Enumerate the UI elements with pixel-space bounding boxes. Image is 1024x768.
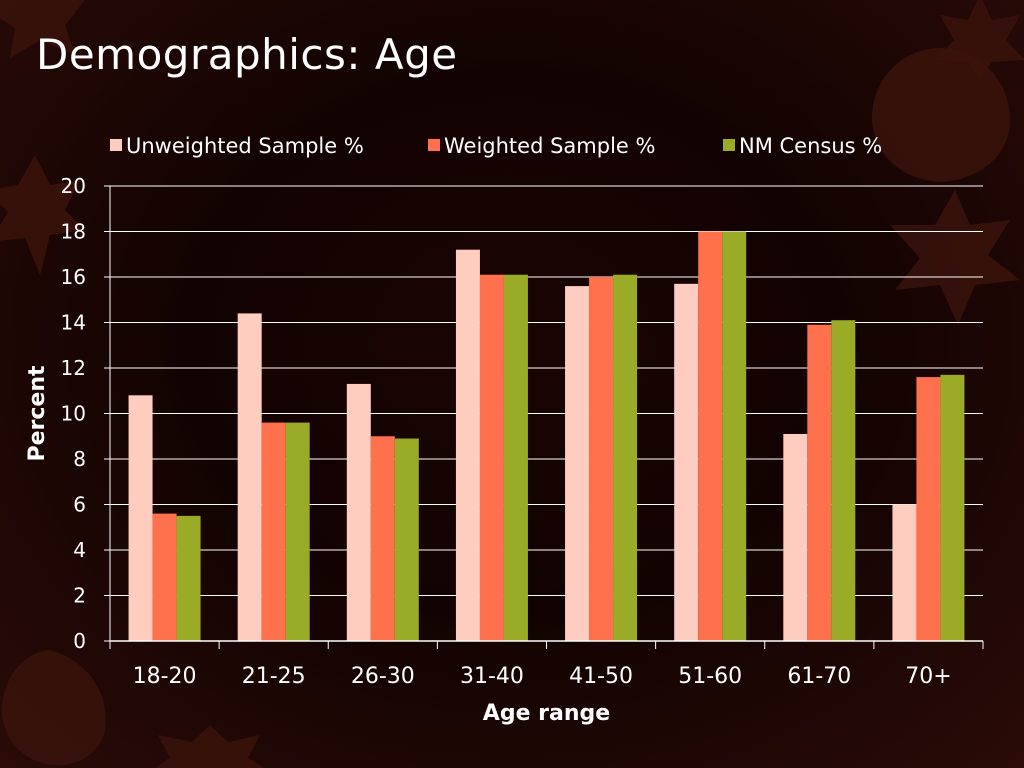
bar-weighted-sample--70plus <box>916 377 941 641</box>
bar-nm-census--21-25 <box>285 422 310 641</box>
bar-unweighted-sample--41-50 <box>565 286 590 641</box>
bar-nm-census--18-20 <box>176 515 201 641</box>
y-axis-title: Percent <box>25 365 50 462</box>
bar-unweighted-sample--61-70 <box>783 433 808 641</box>
legend-label: Unweighted Sample % <box>126 134 364 158</box>
legend-label: Weighted Sample % <box>444 134 655 158</box>
bar-nm-census--31-40 <box>503 274 528 641</box>
y-tick-label: 8 <box>73 447 86 471</box>
x-tick-label: 21-25 <box>242 664 306 689</box>
x-axis-title: Age range <box>483 701 610 726</box>
bar-unweighted-sample--70plus <box>892 504 917 641</box>
bar-weighted-sample--31-40 <box>479 274 504 641</box>
x-tick-label: 51-60 <box>678 664 742 689</box>
bar-weighted-sample--41-50 <box>589 277 614 641</box>
bar-unweighted-sample--26-30 <box>346 383 371 641</box>
y-tick-label: 18 <box>61 220 86 244</box>
x-tick-label: 18-20 <box>133 664 197 689</box>
bar-unweighted-sample--51-60 <box>674 283 699 641</box>
legend-swatch-nm-census- <box>723 139 735 151</box>
bar-weighted-sample--26-30 <box>370 436 395 641</box>
leaf-decoration-icon <box>0 155 85 275</box>
leaf-decoration-icon <box>0 0 85 58</box>
y-tick-label: 2 <box>73 584 86 608</box>
y-tick-label: 10 <box>61 402 86 426</box>
bar-nm-census--26-30 <box>394 438 419 641</box>
x-tick-label: 61-70 <box>787 664 851 689</box>
x-tick-label: 70+ <box>905 664 951 689</box>
bar-nm-census--70plus <box>940 374 965 641</box>
y-tick-label: 16 <box>61 265 86 289</box>
bar-unweighted-sample--18-20 <box>128 395 153 641</box>
leaf-decoration-icon <box>935 0 1024 78</box>
bar-weighted-sample--21-25 <box>261 422 286 641</box>
x-tick-label: 26-30 <box>351 664 415 689</box>
legend-swatch-weighted-sample- <box>428 139 440 151</box>
y-tick-label: 6 <box>73 493 86 517</box>
leaf-decoration-icon <box>890 190 1020 325</box>
bar-unweighted-sample--31-40 <box>455 249 480 641</box>
leaf-decoration-icon <box>872 48 1010 182</box>
y-tick-label: 4 <box>73 538 86 562</box>
bar-nm-census--41-50 <box>613 274 638 641</box>
bar-nm-census--61-70 <box>831 320 856 641</box>
bar-weighted-sample--51-60 <box>698 231 723 641</box>
y-tick-label: 12 <box>61 356 86 380</box>
bar-weighted-sample--61-70 <box>807 324 832 641</box>
y-tick-label: 0 <box>73 629 86 653</box>
bar-nm-census--51-60 <box>722 231 747 641</box>
legend-swatch-unweighted-sample- <box>110 139 122 151</box>
x-tick-label: 41-50 <box>569 664 633 689</box>
y-tick-label: 20 <box>61 174 86 198</box>
bar-unweighted-sample--21-25 <box>237 313 262 641</box>
y-tick-label: 14 <box>61 311 86 335</box>
page-title: Demographics: Age <box>36 30 458 79</box>
leaf-decoration-icon <box>1 650 106 766</box>
legend-label: NM Census % <box>739 134 882 158</box>
x-tick-label: 31-40 <box>460 664 524 689</box>
leaf-decoration-icon <box>155 725 264 768</box>
bar-weighted-sample--18-20 <box>152 513 177 641</box>
